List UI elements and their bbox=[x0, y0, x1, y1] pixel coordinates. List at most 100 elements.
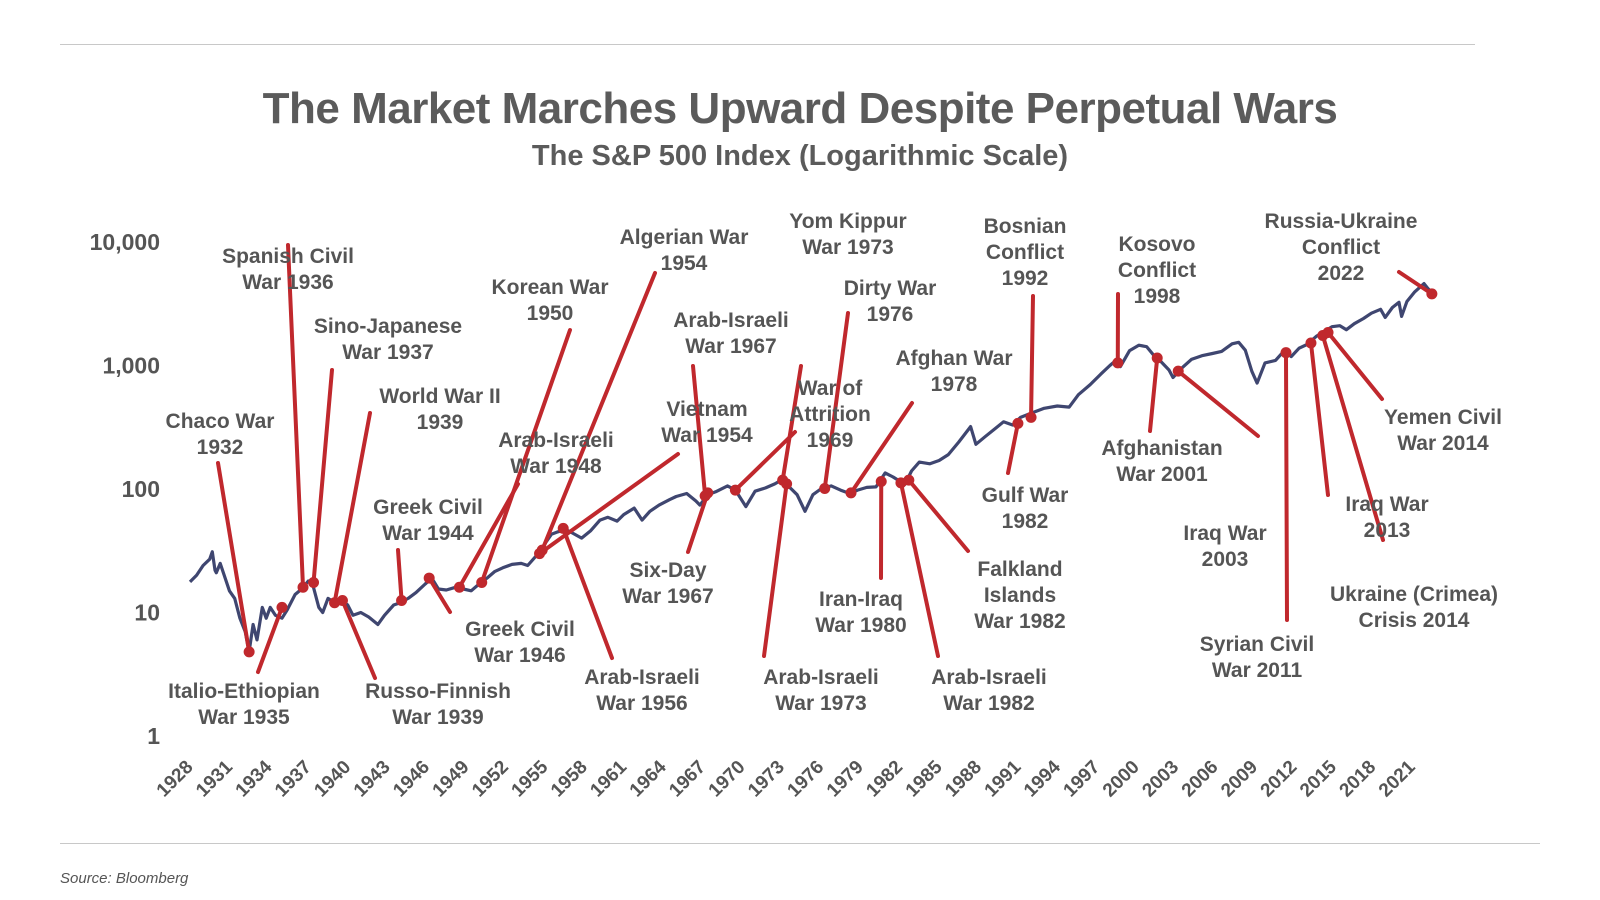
x-axis: 1928193119341937194019431946194919521955… bbox=[153, 756, 1420, 801]
annotation-label: Kosovo Conflict 1998 bbox=[1118, 233, 1196, 308]
annotation-leader bbox=[691, 364, 708, 498]
event-marker bbox=[819, 482, 831, 494]
x-tick-label: 1952 bbox=[468, 757, 513, 802]
event-marker bbox=[729, 484, 741, 496]
x-tick-label: 1931 bbox=[192, 756, 237, 801]
annotation-label: Syrian Civil War 2011 bbox=[1200, 633, 1314, 682]
event-marker bbox=[423, 572, 435, 584]
event-marker bbox=[336, 595, 348, 607]
x-tick-label: 1937 bbox=[271, 757, 316, 802]
y-tick-label: 100 bbox=[122, 476, 160, 502]
annotation-label: Iraq War 2003 bbox=[1183, 522, 1266, 571]
event-marker bbox=[396, 595, 408, 607]
series-layer bbox=[188, 282, 1435, 654]
x-tick-label: 1961 bbox=[586, 756, 631, 801]
annotation-label: Vietnam War 1954 bbox=[661, 398, 753, 447]
annotation-label: War of Attrition 1969 bbox=[789, 377, 871, 452]
event-marker bbox=[297, 581, 309, 593]
x-tick-label: 1967 bbox=[665, 757, 710, 802]
x-tick-label: 2003 bbox=[1138, 757, 1183, 802]
annotation-label: Russia-Ukraine Conflict 2022 bbox=[1265, 210, 1418, 285]
event-marker bbox=[1172, 365, 1184, 377]
annotation-label: Falkland Islands War 1982 bbox=[974, 558, 1065, 633]
annotation-leader bbox=[906, 478, 970, 553]
x-tick-label: 1994 bbox=[1020, 756, 1065, 801]
y-axis: 1 10 100 1,000 10,000 bbox=[90, 229, 161, 749]
bottom-rule bbox=[60, 843, 1540, 844]
x-tick-label: 1982 bbox=[862, 757, 907, 802]
annotation-label: Russo-Finnish War 1939 bbox=[365, 680, 511, 729]
event-marker bbox=[534, 548, 546, 560]
y-tick-label: 10,000 bbox=[90, 229, 160, 255]
event-marker bbox=[845, 487, 857, 499]
annotation-leaders bbox=[216, 243, 1434, 680]
annotation-leader bbox=[1006, 421, 1020, 475]
annotation-label: Afghanistan War 2001 bbox=[1101, 437, 1222, 486]
top-rule bbox=[60, 44, 1475, 45]
x-tick-label: 1991 bbox=[981, 756, 1026, 801]
annotation-leader bbox=[1326, 330, 1384, 401]
annotation-leader bbox=[561, 526, 614, 660]
annotation-label: Arab-Israeli War 1956 bbox=[584, 666, 700, 715]
y-tick-label: 10 bbox=[134, 600, 160, 626]
x-tick-label: 2012 bbox=[1257, 757, 1302, 802]
x-tick-label: 1997 bbox=[1060, 757, 1105, 802]
annotation-label: Spanish Civil War 1936 bbox=[222, 245, 354, 294]
annotation-label: Arab-Israeli War 1982 bbox=[931, 666, 1047, 715]
y-tick-label: 1 bbox=[147, 723, 160, 749]
x-tick-label: 2021 bbox=[1375, 756, 1420, 801]
x-tick-label: 1985 bbox=[902, 756, 947, 801]
event-marker bbox=[1112, 357, 1124, 369]
event-marker bbox=[1025, 411, 1037, 423]
annotation-leader bbox=[1308, 341, 1330, 497]
annotation-label: Italio-Ethiopian War 1935 bbox=[168, 680, 320, 729]
annotation-label: Sino-Japanese War 1937 bbox=[314, 315, 462, 364]
event-marker bbox=[1322, 327, 1334, 339]
annotation-leader bbox=[256, 605, 284, 674]
annotation-label: Korean War 1950 bbox=[491, 276, 608, 325]
x-tick-label: 2009 bbox=[1217, 757, 1262, 802]
annotation-label: Yemen Civil War 2014 bbox=[1384, 406, 1502, 455]
x-tick-label: 1946 bbox=[389, 757, 434, 802]
chart-title: The Market Marches Upward Despite Perpet… bbox=[262, 84, 1338, 133]
x-tick-label: 1973 bbox=[744, 757, 789, 802]
sp500-line bbox=[188, 282, 1435, 654]
annotation-label: Chaco War 1932 bbox=[166, 410, 275, 459]
x-tick-label: 1988 bbox=[941, 757, 986, 802]
x-tick-label: 2015 bbox=[1296, 756, 1341, 801]
annotation-leader bbox=[427, 576, 452, 614]
event-marker bbox=[557, 522, 569, 534]
x-tick-label: 1955 bbox=[508, 756, 553, 801]
annotation-label: Six-Day War 1967 bbox=[622, 559, 713, 608]
annotation-leader bbox=[686, 490, 710, 554]
annotation-leader bbox=[396, 548, 404, 603]
annotation-label: Arab-Israeli War 1967 bbox=[673, 309, 789, 358]
event-marker bbox=[1012, 417, 1024, 429]
x-tick-label: 2006 bbox=[1178, 757, 1223, 802]
x-tick-label: 1940 bbox=[310, 757, 355, 802]
annotation-label: Greek Civil War 1946 bbox=[465, 618, 575, 667]
annotation-label: Ukraine (Crimea) Crisis 2014 bbox=[1330, 583, 1498, 632]
annotation-leader bbox=[1397, 270, 1434, 296]
chart: 1 10 100 1,000 10,000 1928193119341937194019… bbox=[90, 210, 1502, 801]
annotation-leader bbox=[311, 368, 334, 585]
event-marker bbox=[308, 576, 320, 588]
annotation-leader bbox=[822, 311, 850, 491]
annotation-labels: Chaco War 1932 Italio-Ethiopian War 1935 Spa… bbox=[166, 210, 1502, 729]
x-tick-label: 1928 bbox=[153, 757, 198, 802]
x-tick-label: 1949 bbox=[429, 757, 474, 802]
event-marker bbox=[1426, 288, 1438, 300]
annotation-leader bbox=[849, 401, 914, 495]
annotation-leader bbox=[1029, 294, 1035, 420]
annotation-leader bbox=[1283, 350, 1289, 622]
event-marker bbox=[243, 646, 255, 658]
event-marker bbox=[453, 581, 465, 593]
x-tick-label: 2000 bbox=[1099, 757, 1144, 802]
annotation-markers bbox=[243, 288, 1438, 658]
event-marker bbox=[699, 490, 711, 502]
y-tick-label: 1,000 bbox=[102, 353, 160, 379]
annotation-leader bbox=[898, 480, 940, 658]
source-note: Source: Bloomberg bbox=[60, 870, 189, 887]
x-tick-label: 1979 bbox=[823, 757, 868, 802]
x-tick-label: 1976 bbox=[784, 757, 829, 802]
